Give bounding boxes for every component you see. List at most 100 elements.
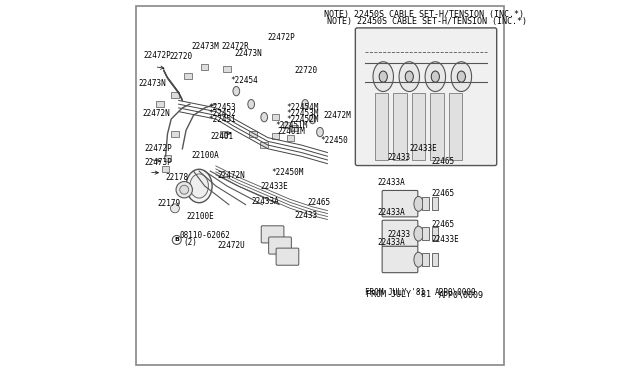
Circle shape [180,185,189,194]
Text: *22454: *22454 [231,76,259,85]
FancyBboxPatch shape [382,190,418,217]
Bar [283,122,290,128]
FancyBboxPatch shape [136,6,504,365]
Bar [431,93,444,160]
Text: *22452M: *22452M [287,115,319,124]
Bar [172,92,179,98]
Text: NOTE) 22450S CABLE SET-H/TENSION (INC.*): NOTE) 22450S CABLE SET-H/TENSION (INC.*) [324,10,524,19]
Bar [422,253,429,266]
Ellipse shape [248,100,255,109]
Bar [223,66,231,72]
Bar [394,93,406,160]
Bar [162,166,170,172]
Text: 22178: 22178 [166,173,189,182]
Text: 22433E: 22433E [260,182,288,191]
Text: 22433: 22433 [294,211,317,220]
FancyBboxPatch shape [355,28,497,166]
Bar [431,197,438,210]
Bar [287,135,294,141]
Bar [271,133,279,139]
Text: 22473M: 22473M [191,42,220,51]
Bar [164,155,172,161]
Text: APP0\0009: APP0\0009 [435,288,477,296]
Text: FROM JULY '81: FROM JULY '81 [365,288,425,296]
Text: 22472R: 22472R [221,42,249,51]
FancyBboxPatch shape [276,248,299,265]
Bar [291,125,298,131]
Text: 22473N: 22473N [139,79,166,88]
Text: *22452: *22452 [209,109,236,118]
Text: 22720: 22720 [294,66,317,75]
Text: 22472P: 22472P [143,51,171,60]
FancyBboxPatch shape [269,237,291,254]
Text: *22451M: *22451M [275,121,308,130]
Text: 22401: 22401 [211,132,234,141]
Bar [374,93,388,160]
Text: APP0\0009: APP0\0009 [439,291,484,299]
Ellipse shape [373,62,394,92]
Text: 22433: 22433 [387,230,410,239]
Ellipse shape [425,62,445,92]
Text: 22100E: 22100E [187,212,214,221]
Bar [201,64,209,70]
Text: 22472P: 22472P [268,33,296,42]
Ellipse shape [451,62,472,92]
Text: *22453: *22453 [209,103,236,112]
Text: 22465: 22465 [431,189,455,198]
Text: 22465: 22465 [431,220,455,229]
Bar [431,227,438,240]
Text: 22433E: 22433E [431,235,460,244]
Text: 22401M: 22401M [277,127,305,136]
Text: 22473P: 22473P [145,158,172,167]
FancyBboxPatch shape [261,226,284,243]
Ellipse shape [414,196,423,211]
Text: 22433E: 22433E [410,144,437,153]
Bar [422,197,429,210]
Text: *22453M: *22453M [287,109,319,118]
Text: 22472N: 22472N [143,109,170,118]
Text: *22454M: *22454M [287,103,319,112]
Text: *22451: *22451 [209,115,236,124]
Text: 22433A: 22433A [378,208,405,217]
Bar [250,131,257,137]
Text: 22472N: 22472N [218,171,246,180]
Ellipse shape [431,71,440,82]
Ellipse shape [414,226,423,241]
Bar [220,131,227,137]
Text: 22472M: 22472M [324,111,351,120]
Bar [172,131,179,137]
Bar [449,93,463,160]
Bar [271,114,279,120]
Text: NOTE) 22450S CABLE SET-H/TENSION (INC.*): NOTE) 22450S CABLE SET-H/TENSION (INC.*) [328,17,527,26]
Ellipse shape [317,127,323,137]
Ellipse shape [457,71,465,82]
Text: 22179: 22179 [157,199,180,208]
Text: 22720: 22720 [170,52,193,61]
Text: (2): (2) [183,238,197,247]
Text: 22433A: 22433A [251,197,279,206]
Text: *22450: *22450 [320,136,348,145]
Ellipse shape [261,112,268,122]
Ellipse shape [414,252,423,267]
Ellipse shape [405,71,413,82]
Text: 22100A: 22100A [191,151,220,160]
Text: 22465: 22465 [307,198,330,207]
Bar [184,73,191,79]
Circle shape [172,235,181,244]
Text: 22433A: 22433A [378,238,405,247]
Circle shape [170,204,179,213]
Ellipse shape [233,87,239,96]
Ellipse shape [399,62,419,92]
Text: 22473N: 22473N [234,49,262,58]
Bar [260,142,268,148]
Text: 22465: 22465 [431,157,455,166]
Text: FROM JULY '81: FROM JULY '81 [367,291,431,299]
Text: 22472P: 22472P [145,144,172,153]
Text: 08110-62062: 08110-62062 [179,231,230,240]
Text: *22450M: *22450M [271,168,304,177]
Text: 22472U: 22472U [218,241,246,250]
Ellipse shape [186,169,212,203]
Bar [431,253,438,266]
Bar [412,93,425,160]
Ellipse shape [379,71,387,82]
